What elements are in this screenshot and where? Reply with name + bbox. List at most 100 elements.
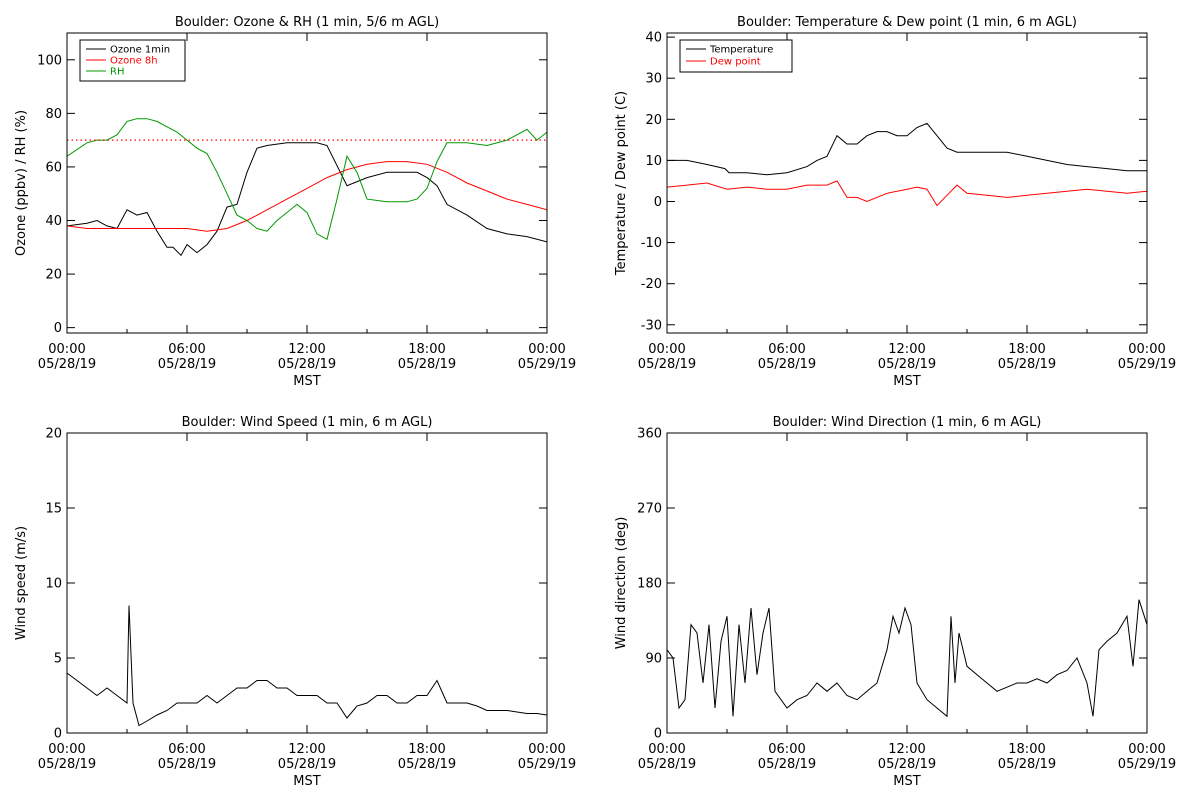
x-axis-label: MST [293,374,320,389]
x-tick-date: 05/29/19 [1118,757,1176,772]
x-tick-time: 00:00 [648,342,685,357]
series-line-1 [667,122,1147,176]
series-line-3 [67,118,547,241]
x-tick-date: 05/29/19 [518,357,576,372]
x-tick-time: 12:00 [288,742,325,757]
y-tick-label: 5 [54,652,62,667]
x-tick-date: 05/28/19 [758,357,816,372]
x-tick-date: 05/28/19 [878,757,936,772]
x-axis-label: MST [893,774,920,789]
y-tick-label: 90 [645,652,662,667]
y-axis-label: Wind speed (m/s) [14,526,29,640]
x-tick-date: 05/28/19 [38,757,96,772]
x-tick-time: 18:00 [1008,342,1045,357]
chart-panel-3: Boulder: Wind Speed (1 min, 6 m AGL) 0 5 10… [14,415,576,789]
x-tick-date: 05/28/19 [158,757,216,772]
x-tick-date: 05/29/19 [518,757,576,772]
x-tick-date: 05/28/19 [998,357,1056,372]
x-tick-time: 06:00 [768,342,805,357]
y-tick-label: 15 [45,502,62,517]
x-tick-time: 18:00 [1008,742,1045,757]
y-tick-label: 30 [645,72,662,87]
x-axis-label: MST [293,774,320,789]
y-tick-label: 10 [45,577,62,592]
x-tick-time: 18:00 [408,742,445,757]
legend-box [679,39,793,73]
x-tick-time: 00:00 [528,742,565,757]
x-tick-date: 05/28/19 [638,757,696,772]
y-tick-label: 20 [45,268,62,283]
x-tick-time: 00:00 [528,342,565,357]
legend-label: Temperature [709,45,773,56]
y-tick-label: 80 [45,107,62,122]
x-tick-date: 05/29/19 [1118,357,1176,372]
x-tick-time: 00:00 [648,742,685,757]
x-tick-date: 05/28/19 [398,357,456,372]
y-axis-label: Wind direction (deg) [614,517,629,650]
y-tick-label: -30 [641,318,662,333]
x-tick-date: 05/28/19 [278,357,336,372]
series-group [667,599,1147,718]
y-tick-label: 100 [37,53,62,68]
y-tick-label: -10 [641,236,662,251]
x-tick-time: 00:00 [48,742,85,757]
legend-label: Ozone 8h [110,56,158,67]
y-tick-label: 0 [654,195,662,210]
plot-frame [666,432,1148,734]
series-line-1 [67,605,547,727]
chart-title: Boulder: Wind Direction (1 min, 6 m AGL) [773,415,1042,430]
series-line-2 [67,161,547,232]
y-tick-label: -20 [641,277,662,292]
series-group [67,118,547,257]
y-tick-label: 0 [54,727,62,742]
y-tick-label: 40 [45,214,62,229]
series-group [67,605,547,727]
x-tick-time: 06:00 [768,742,805,757]
series-line-1 [67,142,547,257]
y-tick-label: 40 [645,31,662,46]
legend-label: Ozone 1min [110,45,170,56]
y-tick-label: 180 [637,577,662,592]
y-tick-label: 20 [645,113,662,128]
y-axis-label: Temperature / Dew point (C) [614,91,629,276]
x-tick-time: 12:00 [288,342,325,357]
chart-title: Boulder: Temperature & Dew point (1 min,… [737,15,1077,30]
chart-title: Boulder: Wind Speed (1 min, 6 m AGL) [182,415,433,430]
x-tick-time: 00:00 [1128,742,1165,757]
legend-label: RH [110,67,124,78]
y-axis-label: Ozone (ppbv) / RH (%) [14,110,29,256]
plot-frame [666,32,1148,334]
series-line-2 [667,180,1147,207]
series-group [667,122,1147,207]
y-tick-label: 0 [54,321,62,336]
x-tick-time: 12:00 [888,342,925,357]
chart-title: Boulder: Ozone & RH (1 min, 5/6 m AGL) [175,15,439,30]
x-tick-time: 18:00 [408,342,445,357]
x-tick-date: 05/28/19 [878,357,936,372]
plot-frame [66,432,548,734]
x-tick-date: 05/28/19 [998,757,1056,772]
x-tick-date: 05/28/19 [758,757,816,772]
y-tick-label: 10 [645,154,662,169]
x-tick-time: 00:00 [48,342,85,357]
chart-panel-2: Boulder: Temperature & Dew point (1 min,… [614,15,1176,389]
x-tick-date: 05/28/19 [158,357,216,372]
x-axis-label: MST [893,374,920,389]
x-tick-date: 05/28/19 [398,757,456,772]
y-tick-label: 60 [45,160,62,175]
series-line-1 [667,599,1147,718]
legend-label: Dew point [710,57,761,68]
y-tick-label: 20 [45,427,62,442]
chart-panel-1: Boulder: Ozone & RH (1 min, 5/6 m AGL) 0 2… [14,15,576,389]
x-tick-time: 12:00 [888,742,925,757]
y-tick-label: 270 [637,502,662,517]
x-tick-time: 00:00 [1128,342,1165,357]
x-tick-date: 05/28/19 [38,357,96,372]
x-tick-date: 05/28/19 [278,757,336,772]
y-tick-label: 0 [654,727,662,742]
x-tick-date: 05/28/19 [638,357,696,372]
x-tick-time: 06:00 [168,342,205,357]
